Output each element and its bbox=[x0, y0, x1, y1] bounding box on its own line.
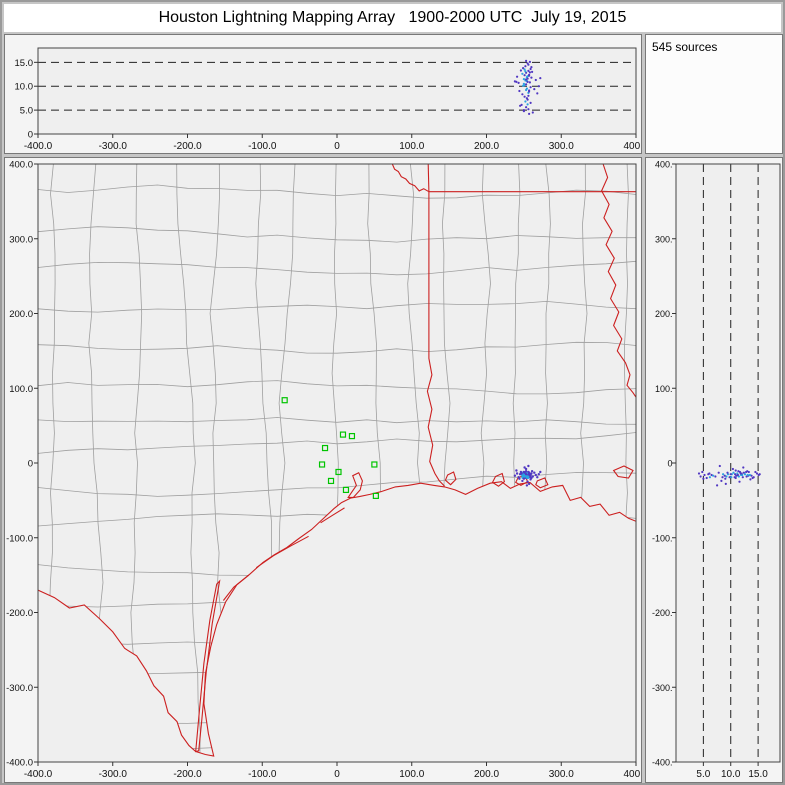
galveston-bay bbox=[347, 471, 363, 498]
svg-text:300.: 300. bbox=[655, 234, 673, 244]
galveston-island bbox=[320, 507, 345, 524]
mustang-island bbox=[222, 574, 250, 601]
lma-station-marker bbox=[281, 397, 288, 404]
map-axes: -400.0 -300.0 -200.0 -100.0 0 100.0 200.0 300.0… bbox=[6, 160, 641, 781]
svg-text:200.: 200. bbox=[655, 309, 673, 319]
svg-text:-200.: -200. bbox=[652, 608, 673, 618]
sabine-lake bbox=[444, 471, 457, 486]
svg-text:-400.0: -400.0 bbox=[24, 769, 53, 780]
lma-station-marker bbox=[318, 461, 326, 468]
mississippi-river bbox=[600, 163, 637, 398]
alt-ew-plot-area bbox=[38, 48, 636, 134]
lma-station-marker bbox=[327, 477, 335, 485]
plan-view-panel: -400.0 -300.0 -200.0 -100.0 0 100.0 200.0 300.0… bbox=[4, 157, 642, 783]
svg-text:5.0: 5.0 bbox=[20, 106, 33, 117]
svg-text:0: 0 bbox=[334, 141, 340, 152]
lma-station-marker bbox=[348, 432, 356, 440]
svg-text:-200.0: -200.0 bbox=[173, 769, 202, 780]
alt-ns-axes: 5.0 10.0 15.0 400. 300. 200. 100. 0 -100. -200. -3… bbox=[652, 160, 768, 781]
lightning-sources bbox=[697, 464, 761, 487]
lma-station-marker bbox=[372, 492, 379, 499]
svg-text:-400.: -400. bbox=[652, 758, 673, 768]
svg-text:0: 0 bbox=[334, 769, 340, 780]
svg-text:-100.0: -100.0 bbox=[248, 769, 277, 780]
svg-text:100.: 100. bbox=[655, 384, 673, 394]
svg-text:-400.0: -400.0 bbox=[6, 758, 33, 769]
svg-text:200.0: 200.0 bbox=[474, 769, 499, 780]
map-plot-area bbox=[38, 164, 636, 762]
lma-station-marker bbox=[342, 486, 350, 494]
svg-text:200.0: 200.0 bbox=[474, 141, 499, 152]
alt-ew-axes: -400.0 -300.0 -200.0 -100.0 0 100.0 200.0 300.0… bbox=[15, 58, 642, 152]
title-bar: Houston Lightning Mapping Array 1900-200… bbox=[4, 4, 781, 32]
alt-vs-ns-panel: 5.0 10.0 15.0 400. 300. 200. 100. 0 -100. -200. -3… bbox=[645, 157, 783, 783]
lma-stations bbox=[281, 397, 379, 499]
altitude-gridlines bbox=[38, 61, 636, 111]
svg-text:400.: 400. bbox=[655, 160, 673, 170]
svg-text:5.0: 5.0 bbox=[696, 769, 710, 780]
svg-text:-300.0: -300.0 bbox=[99, 141, 128, 152]
lightning-sources bbox=[513, 59, 542, 115]
lma-station-marker bbox=[335, 468, 342, 476]
lightning-sources bbox=[513, 464, 542, 487]
red-river-border bbox=[391, 163, 430, 193]
svg-text:-200.0: -200.0 bbox=[6, 608, 33, 619]
svg-text:-100.0: -100.0 bbox=[248, 141, 277, 152]
svg-text:15.0: 15.0 bbox=[748, 769, 768, 780]
svg-text:400.0: 400.0 bbox=[9, 160, 33, 171]
svg-text:300.0: 300.0 bbox=[549, 141, 574, 152]
lma-station-marker bbox=[339, 431, 347, 438]
svg-text:-100.: -100. bbox=[652, 533, 673, 543]
svg-text:-400.0: -400.0 bbox=[24, 141, 53, 152]
altitude-gridlines bbox=[702, 164, 759, 762]
svg-text:-100.0: -100.0 bbox=[6, 533, 33, 544]
tx-la-sabine-border bbox=[426, 191, 445, 487]
lake-pontchartrain bbox=[612, 465, 634, 479]
svg-text:100.0: 100.0 bbox=[399, 769, 424, 780]
alt-vs-ns-plot[interactable]: 5.0 10.0 15.0 400. 300. 200. 100. 0 -100. -200. -3… bbox=[646, 158, 782, 782]
svg-text:0: 0 bbox=[28, 130, 33, 141]
coastline bbox=[37, 481, 637, 757]
svg-text:-300.0: -300.0 bbox=[6, 683, 33, 694]
state-borders bbox=[37, 163, 637, 757]
svg-text:0: 0 bbox=[28, 459, 33, 470]
white-lake bbox=[535, 477, 549, 489]
svg-text:0: 0 bbox=[667, 459, 672, 469]
svg-text:10.0: 10.0 bbox=[721, 769, 741, 780]
svg-text:300.0: 300.0 bbox=[9, 234, 33, 245]
svg-text:400.0: 400.0 bbox=[623, 769, 641, 780]
svg-text:-200.0: -200.0 bbox=[173, 141, 202, 152]
svg-text:400.0: 400.0 bbox=[623, 141, 641, 152]
lma-station-marker bbox=[371, 461, 378, 468]
alt-vs-ew-plot[interactable]: -400.0 -300.0 -200.0 -100.0 0 100.0 200.0 300.0… bbox=[5, 35, 641, 153]
ok-ar-border bbox=[427, 163, 430, 192]
lma-station-marker bbox=[321, 444, 329, 452]
calcasieu-lake bbox=[491, 472, 506, 487]
svg-text:300.0: 300.0 bbox=[549, 769, 574, 780]
svg-text:200.0: 200.0 bbox=[9, 309, 33, 320]
alt-ns-plot-area bbox=[676, 164, 780, 762]
svg-text:100.0: 100.0 bbox=[9, 384, 33, 395]
source-count-panel: 545 sources bbox=[645, 34, 783, 154]
svg-text:100.0: 100.0 bbox=[399, 141, 424, 152]
page-title: Houston Lightning Mapping Array 1900-200… bbox=[158, 9, 627, 26]
padre-island bbox=[195, 579, 221, 753]
svg-text:10.0: 10.0 bbox=[15, 82, 34, 93]
alt-vs-ew-panel: -400.0 -300.0 -200.0 -100.0 0 100.0 200.0 300.0… bbox=[4, 34, 642, 154]
svg-text:-300.: -300. bbox=[652, 683, 673, 693]
plan-view-map-plot[interactable]: -400.0 -300.0 -200.0 -100.0 0 100.0 200.0 300.0… bbox=[5, 158, 641, 782]
source-count-text: 545 sources bbox=[652, 40, 718, 54]
svg-text:15.0: 15.0 bbox=[15, 58, 34, 69]
matagorda-island bbox=[255, 535, 309, 569]
svg-text:-300.0: -300.0 bbox=[99, 769, 128, 780]
